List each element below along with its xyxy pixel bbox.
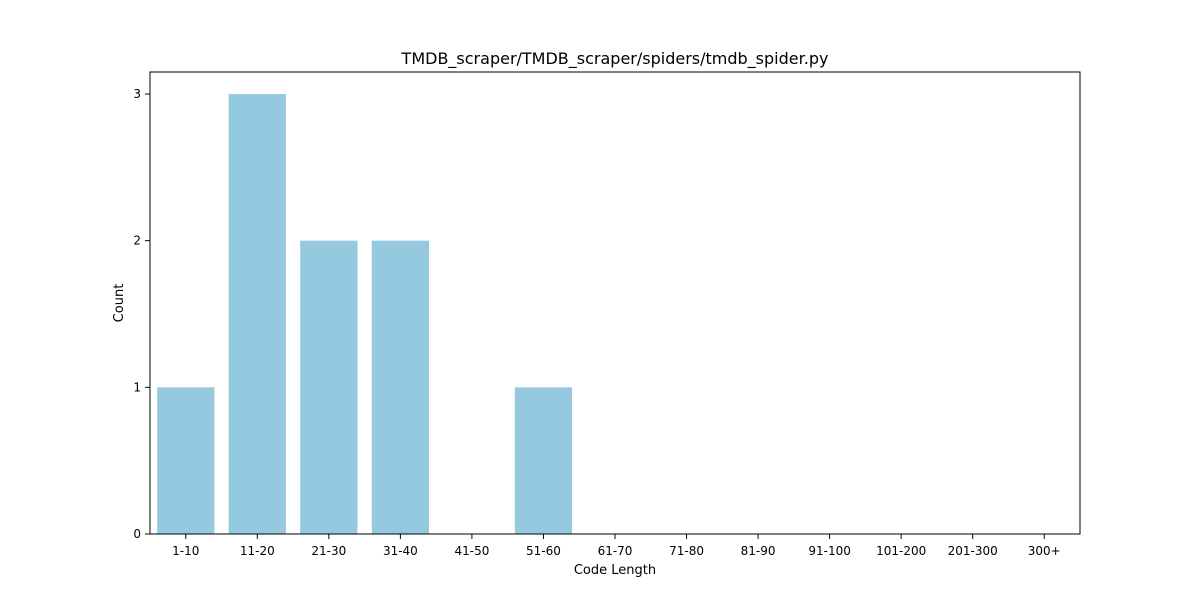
x-tick-label: 300+	[1028, 544, 1061, 558]
y-axis-ticks: 0 1 2 3	[133, 87, 150, 541]
x-tick-label: 1-10	[172, 544, 199, 558]
x-axis-ticks: 1-10 11-20 21-30 31-40 41-50 51-60 61-70 71-80 8…	[172, 534, 1061, 558]
x-tick-label: 91-100	[808, 544, 851, 558]
bar-1-10	[157, 387, 215, 534]
bar-21-30	[300, 240, 358, 535]
y-tick-label: 3	[133, 87, 141, 101]
y-axis-label: Count	[112, 284, 127, 323]
x-tick-label: 201-300	[948, 544, 998, 558]
x-tick-label: 51-60	[526, 544, 561, 558]
y-tick-label: 0	[133, 527, 141, 541]
y-tick-label: 2	[133, 234, 141, 248]
chart-title: TMDB_scraper/TMDB_scraper/spiders/tmdb_s…	[401, 49, 829, 69]
x-axis-label: Code Length	[574, 563, 656, 578]
x-tick-label: 101-200	[876, 544, 926, 558]
bars-group	[157, 94, 573, 535]
x-tick-label: 41-50	[454, 544, 489, 558]
y-tick-label: 1	[133, 380, 141, 394]
x-tick-label: 81-90	[741, 544, 776, 558]
x-tick-label: 21-30	[311, 544, 346, 558]
x-tick-label: 71-80	[669, 544, 704, 558]
bar-11-20	[228, 94, 286, 534]
bar-51-60	[514, 387, 573, 534]
x-tick-label: 11-20	[240, 544, 275, 558]
bar-31-40	[371, 240, 429, 535]
x-tick-label: 31-40	[383, 544, 418, 558]
x-tick-label: 61-70	[598, 544, 633, 558]
plot-frame	[149, 71, 1081, 535]
